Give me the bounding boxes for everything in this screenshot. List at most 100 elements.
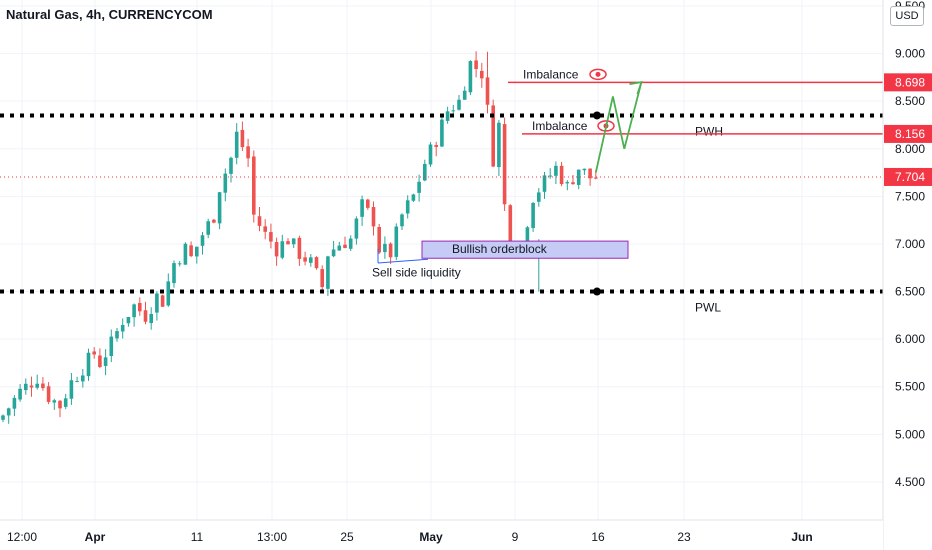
- candle-body: [434, 145, 438, 147]
- candle-body: [286, 241, 290, 245]
- candle-body: [502, 124, 507, 205]
- candle-body: [195, 246, 199, 257]
- candle-body: [274, 242, 279, 257]
- candle-body: [314, 257, 319, 269]
- currency-button[interactable]: USD: [890, 6, 924, 26]
- candle-body: [559, 165, 564, 185]
- level-dot-pwh: [593, 111, 601, 120]
- grid-lines: [0, 0, 883, 520]
- candle-body: [348, 238, 353, 249]
- candle-body: [86, 352, 91, 377]
- candle-body: [257, 216, 262, 226]
- candle-body: [337, 245, 342, 251]
- candle-body: [468, 61, 473, 93]
- candle-body: [366, 199, 370, 208]
- eye-icon-pupil: [595, 71, 601, 77]
- candle-body: [24, 383, 28, 391]
- candle-body: [309, 257, 313, 263]
- candle-body: [291, 238, 296, 245]
- candle-body: [29, 385, 34, 388]
- candle-body: [35, 383, 39, 388]
- candle-body: [474, 60, 478, 70]
- y-tick-label: 9.000: [895, 47, 925, 61]
- candle-body: [63, 398, 68, 407]
- candle-body: [343, 244, 347, 248]
- candle-body: [423, 163, 427, 181]
- candle-body: [377, 226, 381, 253]
- candle-body: [143, 310, 148, 322]
- candle-body: [571, 182, 575, 185]
- x-tick-label: 12:00: [7, 530, 37, 544]
- level-dot-pwl: [593, 287, 601, 296]
- candle-body: [138, 302, 142, 312]
- y-tick-label: 8.500: [895, 94, 925, 108]
- price-badge-upper-text: 8.698: [895, 75, 925, 89]
- x-tick-label: 23: [677, 530, 691, 544]
- candle-body: [440, 119, 444, 147]
- candle-body: [548, 175, 552, 177]
- orderblock-box: [421, 240, 629, 259]
- overlays: PWH PWL Imbalance Imbalance Bullish orderblo…: [0, 67, 883, 315]
- level-label-pwl: PWL: [695, 301, 721, 315]
- candle-body: [41, 383, 45, 389]
- price-badge-upper: [884, 73, 932, 92]
- candle-body: [46, 386, 51, 402]
- candle-body: [126, 316, 131, 324]
- candle-body: [252, 156, 256, 215]
- price-badge-lower-text: 8.156: [895, 127, 925, 141]
- candle-body: [354, 218, 359, 239]
- candle-body: [303, 257, 307, 262]
- candle-body: [542, 175, 547, 192]
- candle-body: [177, 263, 182, 265]
- liquidity-label: Sell side liquidity: [372, 265, 461, 279]
- candle-body: [223, 173, 228, 193]
- candle-body: [92, 351, 96, 355]
- candle-body: [200, 235, 205, 246]
- candle-body: [189, 245, 193, 257]
- candle-body: [594, 177, 598, 179]
- orderblock-label: Bullish orderblock: [452, 242, 548, 256]
- candle-body: [103, 357, 108, 366]
- y-tick-label: 6.000: [895, 332, 925, 346]
- candle-body: [388, 243, 393, 258]
- candle-body: [360, 199, 364, 217]
- candle-body: [565, 182, 570, 184]
- candle-body: [246, 146, 250, 159]
- candle-body: [480, 70, 484, 79]
- candle-body: [263, 226, 267, 232]
- candle-body: [280, 241, 285, 258]
- candle-body: [445, 111, 450, 121]
- y-tick-label: 4.500: [895, 475, 925, 489]
- x-tick-label: 9: [512, 530, 519, 544]
- candle-body: [52, 400, 57, 403]
- projection-path: [594, 81, 643, 173]
- imbalance-label-upper: Imbalance: [523, 67, 579, 81]
- candle-body: [269, 232, 273, 242]
- x-tick-label: 11: [191, 530, 204, 544]
- candle-body: [206, 221, 210, 235]
- candle-body: [531, 203, 535, 228]
- y-tick-label: 7.500: [895, 189, 925, 203]
- candle-body: [576, 169, 581, 185]
- candle-body: [297, 237, 302, 259]
- x-tick-label: Jun: [791, 530, 812, 544]
- candle-body: [12, 397, 17, 409]
- candle-body: [428, 144, 433, 165]
- y-tick-label: 5.000: [895, 427, 925, 441]
- y-tick-label: 5.500: [895, 380, 925, 394]
- price-badge-last-text: 7.704: [895, 170, 925, 184]
- projection-arrowhead: [629, 81, 643, 95]
- price-badge-lower: [884, 124, 932, 143]
- candle-body: [525, 227, 530, 245]
- candle-body: [229, 157, 233, 174]
- x-tick-label: 16: [591, 530, 605, 544]
- x-axis-panel: [0, 520, 883, 550]
- candle-body: [394, 226, 399, 257]
- y-axis-panel: [883, 0, 932, 550]
- x-tick-label: 25: [340, 530, 354, 544]
- candle-body: [234, 131, 239, 158]
- candle-body: [120, 324, 125, 332]
- candles: [1, 51, 598, 424]
- candle-body: [69, 380, 74, 399]
